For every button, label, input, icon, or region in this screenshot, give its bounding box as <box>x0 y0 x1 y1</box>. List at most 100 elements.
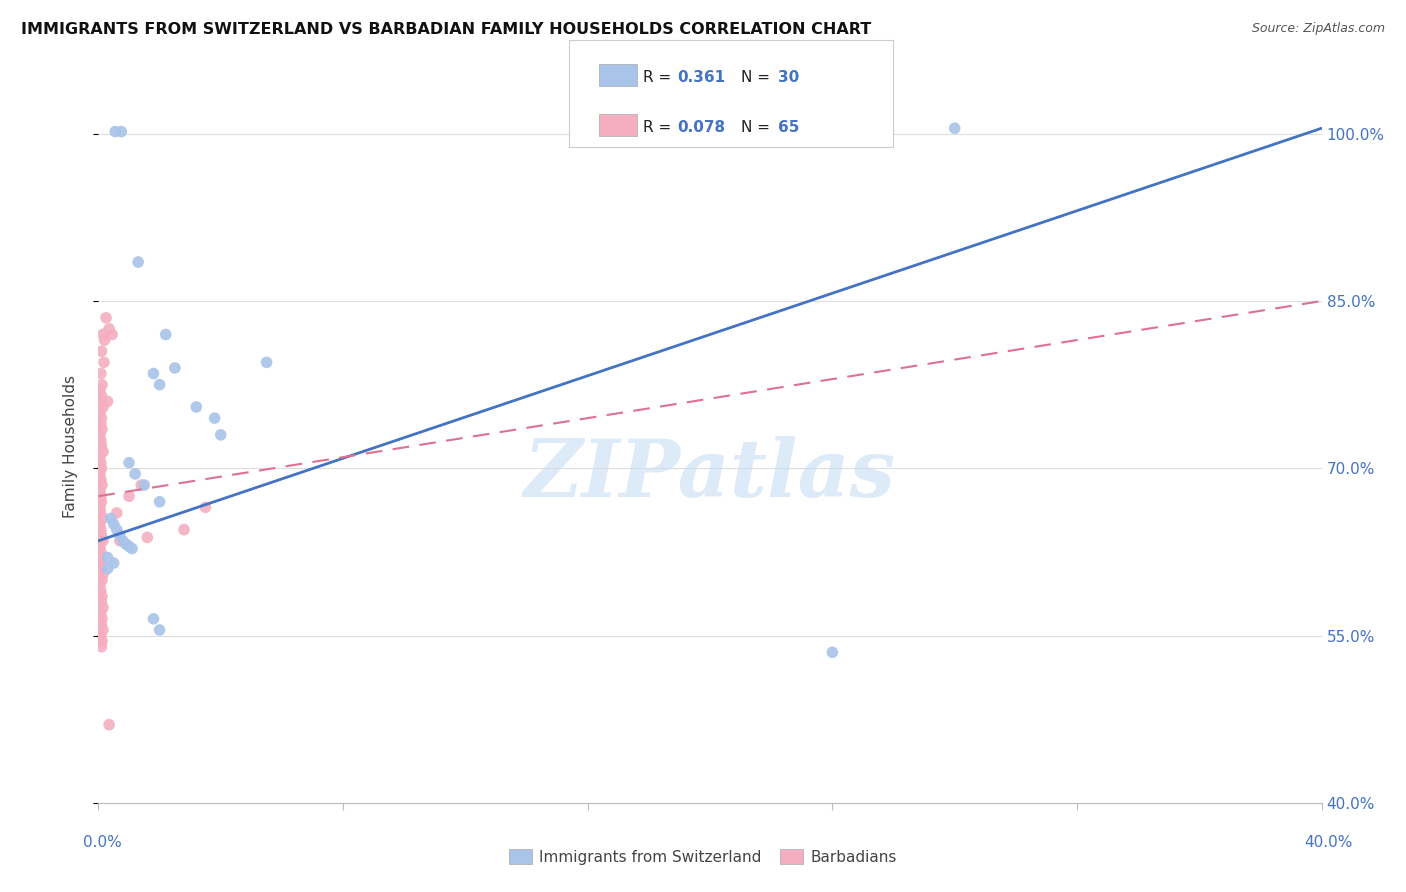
Point <box>108 533 131 548</box>
Point <box>100 511 122 525</box>
Point <box>108 528 131 542</box>
Point <box>104 124 127 138</box>
Point <box>90 434 112 448</box>
Point <box>90 417 112 431</box>
Point <box>90 439 112 453</box>
Point <box>90 461 112 475</box>
Point <box>93 355 115 369</box>
Text: 0.361: 0.361 <box>678 70 725 85</box>
Point <box>110 124 132 138</box>
Point <box>90 617 112 632</box>
Point <box>97 562 120 576</box>
Point <box>91 590 114 604</box>
Point <box>90 640 112 654</box>
Text: 65: 65 <box>778 120 799 135</box>
Point <box>91 377 114 392</box>
Point <box>90 583 112 598</box>
Point <box>90 556 112 570</box>
Point <box>821 645 844 659</box>
Point <box>91 623 114 637</box>
Point <box>155 327 177 342</box>
Point <box>91 567 114 582</box>
Point <box>194 500 217 515</box>
Point <box>90 506 112 520</box>
Point <box>91 634 114 648</box>
Point <box>90 528 112 542</box>
Point <box>121 541 143 556</box>
Point <box>103 517 125 532</box>
Point <box>91 573 114 587</box>
Point <box>91 612 114 626</box>
Point <box>91 478 114 492</box>
Point <box>173 523 195 537</box>
Point <box>136 530 159 544</box>
Point <box>98 717 121 731</box>
Point <box>98 322 121 336</box>
Point <box>90 389 112 403</box>
Point <box>209 427 232 442</box>
Point <box>91 327 114 342</box>
Y-axis label: Family Households: Family Households <box>63 375 77 517</box>
Text: 40.0%: 40.0% <box>1305 836 1353 850</box>
Point <box>89 467 111 481</box>
Point <box>134 478 156 492</box>
Text: IMMIGRANTS FROM SWITZERLAND VS BARBADIAN FAMILY HOUSEHOLDS CORRELATION CHART: IMMIGRANTS FROM SWITZERLAND VS BARBADIAN… <box>21 22 872 37</box>
Text: 0.078: 0.078 <box>678 120 725 135</box>
Point <box>89 517 111 532</box>
Point <box>111 533 134 548</box>
Point <box>118 456 141 470</box>
Point <box>129 478 152 492</box>
Point <box>105 523 128 537</box>
Point <box>89 483 111 498</box>
Point <box>89 539 111 553</box>
Point <box>90 456 112 470</box>
Point <box>90 523 112 537</box>
Point <box>127 255 149 269</box>
Point <box>163 361 186 376</box>
Point <box>90 367 112 381</box>
Point <box>204 411 226 425</box>
Point <box>97 394 120 409</box>
Point <box>89 427 111 442</box>
Point <box>256 355 278 369</box>
Point <box>149 494 172 508</box>
Point <box>105 506 128 520</box>
Text: 0.0%: 0.0% <box>83 836 122 850</box>
Point <box>90 344 112 359</box>
Point <box>101 327 124 342</box>
Point <box>91 444 114 458</box>
Point <box>89 500 111 515</box>
Point <box>94 310 117 325</box>
Text: N =: N = <box>741 120 775 135</box>
Point <box>142 367 165 381</box>
Point <box>89 405 111 420</box>
Point <box>90 628 112 642</box>
Point <box>91 600 114 615</box>
Point <box>124 467 146 481</box>
Point <box>89 550 111 565</box>
Point <box>91 400 114 414</box>
Point <box>142 612 165 626</box>
Point <box>90 411 112 425</box>
Point <box>90 607 112 621</box>
Point <box>89 450 111 465</box>
Point <box>97 550 120 565</box>
Legend: Immigrants from Switzerland, Barbadians: Immigrants from Switzerland, Barbadians <box>503 843 903 871</box>
Point <box>93 333 115 347</box>
Text: R =: R = <box>643 70 676 85</box>
Point <box>90 394 112 409</box>
Point <box>91 511 114 525</box>
Point <box>103 556 125 570</box>
Point <box>91 533 114 548</box>
Point <box>90 494 112 508</box>
Point <box>118 489 141 503</box>
Point <box>186 400 208 414</box>
Text: R =: R = <box>643 120 676 135</box>
Text: Source: ZipAtlas.com: Source: ZipAtlas.com <box>1251 22 1385 36</box>
Point <box>91 422 114 436</box>
Point <box>118 539 141 553</box>
Text: 30: 30 <box>778 70 799 85</box>
Point <box>943 121 966 136</box>
Point <box>90 595 112 609</box>
Point <box>90 562 112 576</box>
